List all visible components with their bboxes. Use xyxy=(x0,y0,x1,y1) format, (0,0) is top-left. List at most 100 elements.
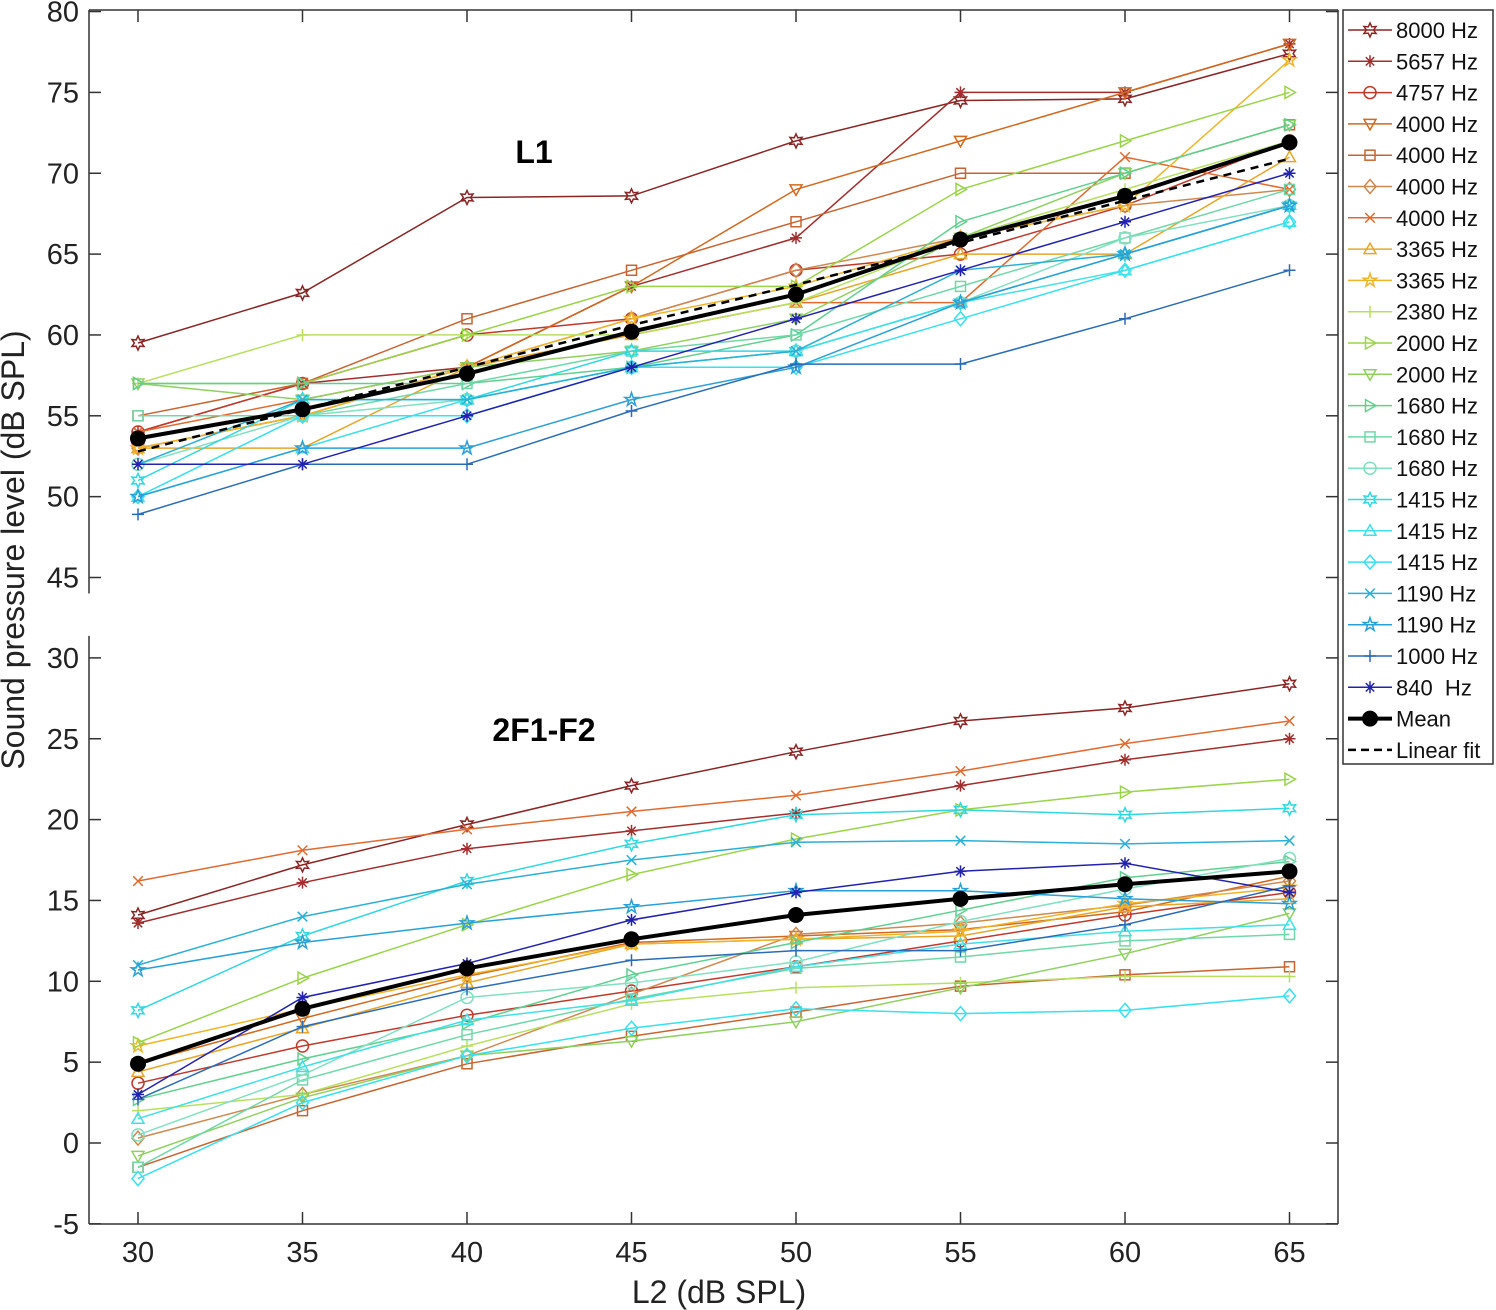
mean-point-dp xyxy=(952,890,969,907)
y-axis-label: Sound pressure level (dB SPL) xyxy=(0,330,31,769)
data-point-l1 xyxy=(296,328,309,341)
data-point-dp xyxy=(624,976,639,990)
data-point-l1 xyxy=(1283,167,1296,180)
data-point-l1 xyxy=(129,487,147,505)
mean-point-dp xyxy=(459,960,475,977)
series-line-dp xyxy=(137,891,1290,1084)
data-point-l1 xyxy=(953,246,968,260)
mean-point-dp xyxy=(130,1055,146,1072)
y-tick-label: 10 xyxy=(47,966,79,998)
data-point-dp xyxy=(1280,894,1299,912)
data-point-l1 xyxy=(625,404,638,417)
data-point-dp xyxy=(625,913,638,926)
data-point-l1 xyxy=(954,358,967,371)
legend-item-8: 3365 Hz xyxy=(1348,268,1478,293)
data-point-dp xyxy=(1284,835,1295,846)
data-point-dp xyxy=(953,1005,968,1022)
data-point-dp xyxy=(1282,987,1297,1005)
data-point-dp xyxy=(788,1016,804,1030)
legend-marker xyxy=(1363,85,1377,100)
data-point-dp xyxy=(954,865,967,878)
data-point-dp xyxy=(790,886,802,899)
data-point-l1 xyxy=(1283,37,1296,50)
data-point-dp xyxy=(951,921,970,939)
data-point-l1 xyxy=(955,182,969,197)
legend-label: 4757 Hz xyxy=(1396,81,1478,106)
data-point-dp xyxy=(297,844,308,856)
legend-marker xyxy=(1364,681,1376,694)
legend-marker xyxy=(1362,710,1378,727)
legend-item-18: 1190 Hz xyxy=(1348,581,1476,606)
legend-label: 1415 Hz xyxy=(1396,488,1478,513)
x-tick-label: 40 xyxy=(451,1237,483,1269)
legend-marker xyxy=(1363,553,1377,571)
series-line-dp xyxy=(137,898,1290,1073)
series-line-dp xyxy=(137,683,1290,916)
legend-label: 1415 Hz xyxy=(1396,519,1478,544)
data-point-dp xyxy=(623,835,640,853)
data-point-l1 xyxy=(790,216,802,228)
series-line-l1 xyxy=(137,123,1290,417)
series-line-dp xyxy=(137,923,1290,1120)
data-point-l1 xyxy=(954,86,967,99)
data-point-dp xyxy=(132,917,144,930)
data-point-l1 xyxy=(626,279,640,294)
data-point-l1 xyxy=(1119,133,1133,149)
legend-item-9: 2380 Hz xyxy=(1348,300,1478,325)
data-point-dp xyxy=(295,1059,310,1073)
mean-point-dp xyxy=(294,1000,311,1017)
data-point-l1 xyxy=(461,409,473,422)
y-tick-label: 0 xyxy=(63,1128,79,1160)
data-point-dp xyxy=(461,1039,473,1052)
series-line-dp xyxy=(137,889,1290,971)
x-tick-label: 35 xyxy=(286,1237,318,1269)
data-point-dp xyxy=(790,790,802,801)
y-tick-label: 55 xyxy=(47,401,79,433)
legend-marker xyxy=(1362,523,1378,537)
data-point-l1 xyxy=(954,264,967,277)
legend-marker xyxy=(1364,305,1376,318)
legend-marker xyxy=(1362,369,1378,382)
data-point-l1 xyxy=(1119,215,1131,228)
mean-point-l1 xyxy=(459,365,475,382)
data-point-dp xyxy=(459,872,475,890)
legend-marker xyxy=(1362,21,1378,39)
data-point-l1 xyxy=(955,214,969,230)
legend-label: 1680 Hz xyxy=(1396,425,1478,450)
series-20 xyxy=(132,264,1296,1106)
data-point-dp xyxy=(953,914,968,929)
legend-item-19: 1190 Hz xyxy=(1348,613,1476,638)
data-point-dp xyxy=(131,1128,145,1142)
data-point-l1 xyxy=(132,410,144,422)
legend-label: Linear fit xyxy=(1396,738,1480,763)
mean-point-dp xyxy=(623,931,640,948)
data-point-l1 xyxy=(1119,232,1131,244)
data-point-l1 xyxy=(459,390,475,409)
data-point-l1 xyxy=(790,345,802,357)
mean-point-l1 xyxy=(1281,134,1298,151)
data-point-l1 xyxy=(1280,50,1299,68)
series-line-l1 xyxy=(137,204,1290,465)
data-point-dp xyxy=(294,856,311,874)
legend-marker xyxy=(1364,55,1376,68)
data-point-l1 xyxy=(623,187,640,205)
y-tick-label: 30 xyxy=(47,643,79,675)
series-line-dp xyxy=(137,857,1290,1136)
tick-labels: -5 0 5 10 15 20 25 30 45 50 55 60 65 70 75 80 30 35 40 45 50… xyxy=(47,0,1306,1269)
mean-point-l1 xyxy=(952,231,969,248)
data-point-dp xyxy=(1116,894,1134,912)
data-point-dp xyxy=(790,807,802,820)
data-point-dp xyxy=(626,854,637,866)
mean-point-l1 xyxy=(294,401,311,418)
legend-label: 8000 Hz xyxy=(1396,18,1478,43)
data-point-dp xyxy=(296,1020,309,1033)
legend-item-20: 1000 Hz xyxy=(1348,644,1478,669)
data-point-dp xyxy=(297,911,308,922)
data-point-dp xyxy=(952,712,969,730)
data-point-dp xyxy=(788,805,804,824)
legend-label: 1680 Hz xyxy=(1396,456,1478,481)
series-line-l1 xyxy=(137,269,1290,516)
data-point-dp xyxy=(955,765,966,777)
data-point-l1 xyxy=(624,359,639,376)
data-point-l1 xyxy=(297,376,311,391)
